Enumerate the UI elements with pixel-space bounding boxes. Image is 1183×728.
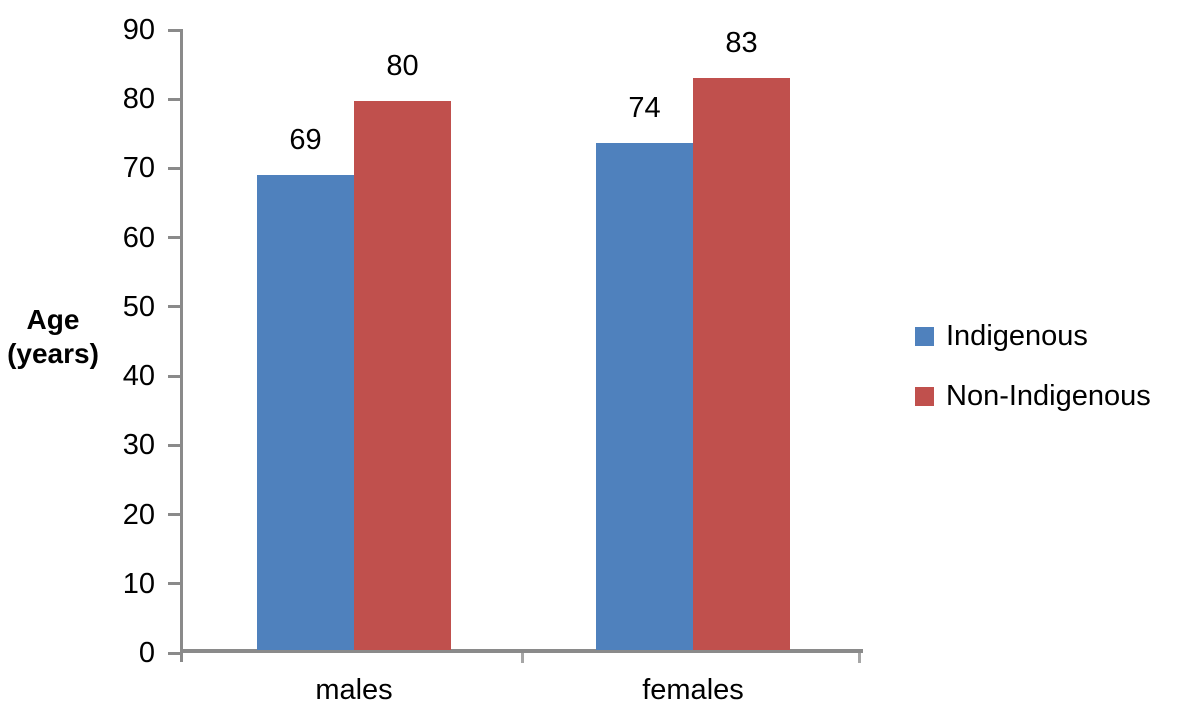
legend-label: Indigenous	[946, 320, 1088, 352]
y-axis-tick-mark	[168, 167, 183, 170]
y-axis-tick-mark	[168, 375, 183, 378]
legend: Indigenous Non-Indigenous	[915, 315, 1151, 435]
data-label-non-indigenous-females: 83	[725, 26, 758, 59]
y-axis-tick-mark	[168, 444, 183, 447]
y-axis-tick-label: 30	[122, 429, 155, 462]
y-axis-tick-label: 80	[122, 83, 155, 116]
x-axis-tick-mark	[521, 653, 524, 663]
y-axis-tick-label: 70	[122, 152, 155, 185]
y-axis-tick-label: 0	[138, 637, 155, 669]
x-axis-line	[180, 649, 863, 653]
x-axis-tick-mark	[858, 653, 861, 663]
y-axis-title-line1: Age	[26, 304, 80, 335]
bar-non-indigenous-females	[693, 77, 790, 650]
y-axis-tick-mark	[168, 305, 183, 308]
y-axis-tick-mark	[168, 236, 183, 239]
y-axis-tick-mark	[168, 513, 183, 516]
y-axis-tick-mark	[168, 29, 183, 32]
y-axis-tick-mark	[168, 582, 183, 585]
legend-entry-indigenous: Indigenous	[915, 315, 1151, 357]
y-axis-title: Age (years)	[0, 303, 106, 371]
legend-entry-non-indigenous: Non-Indigenous	[915, 375, 1151, 417]
legend-swatch-icon	[915, 326, 934, 346]
data-label-indigenous-females: 74	[628, 91, 661, 124]
y-axis-line	[180, 30, 183, 662]
y-axis-tick-label: 50	[122, 290, 155, 323]
bar-indigenous-males	[257, 174, 354, 650]
y-axis-tick-mark	[168, 98, 183, 101]
bar-indigenous-females	[596, 142, 693, 650]
x-axis-label-females: females	[642, 674, 744, 706]
y-axis-tick-label: 10	[122, 567, 155, 600]
y-axis-tick-label: 90	[122, 14, 155, 46]
x-axis-label-males: males	[315, 674, 393, 706]
bar-non-indigenous-males	[354, 101, 451, 650]
y-axis-tick-mark	[168, 652, 183, 655]
y-axis-title-line2: (years)	[7, 338, 99, 369]
y-axis-tick-label: 60	[122, 221, 155, 254]
legend-swatch-icon	[915, 386, 934, 406]
data-label-non-indigenous-males: 80	[386, 50, 419, 83]
data-label-indigenous-males: 69	[289, 123, 322, 156]
y-axis-tick-label: 40	[122, 360, 155, 393]
y-axis-tick-label: 20	[122, 498, 155, 531]
legend-label: Non-Indigenous	[946, 380, 1151, 412]
